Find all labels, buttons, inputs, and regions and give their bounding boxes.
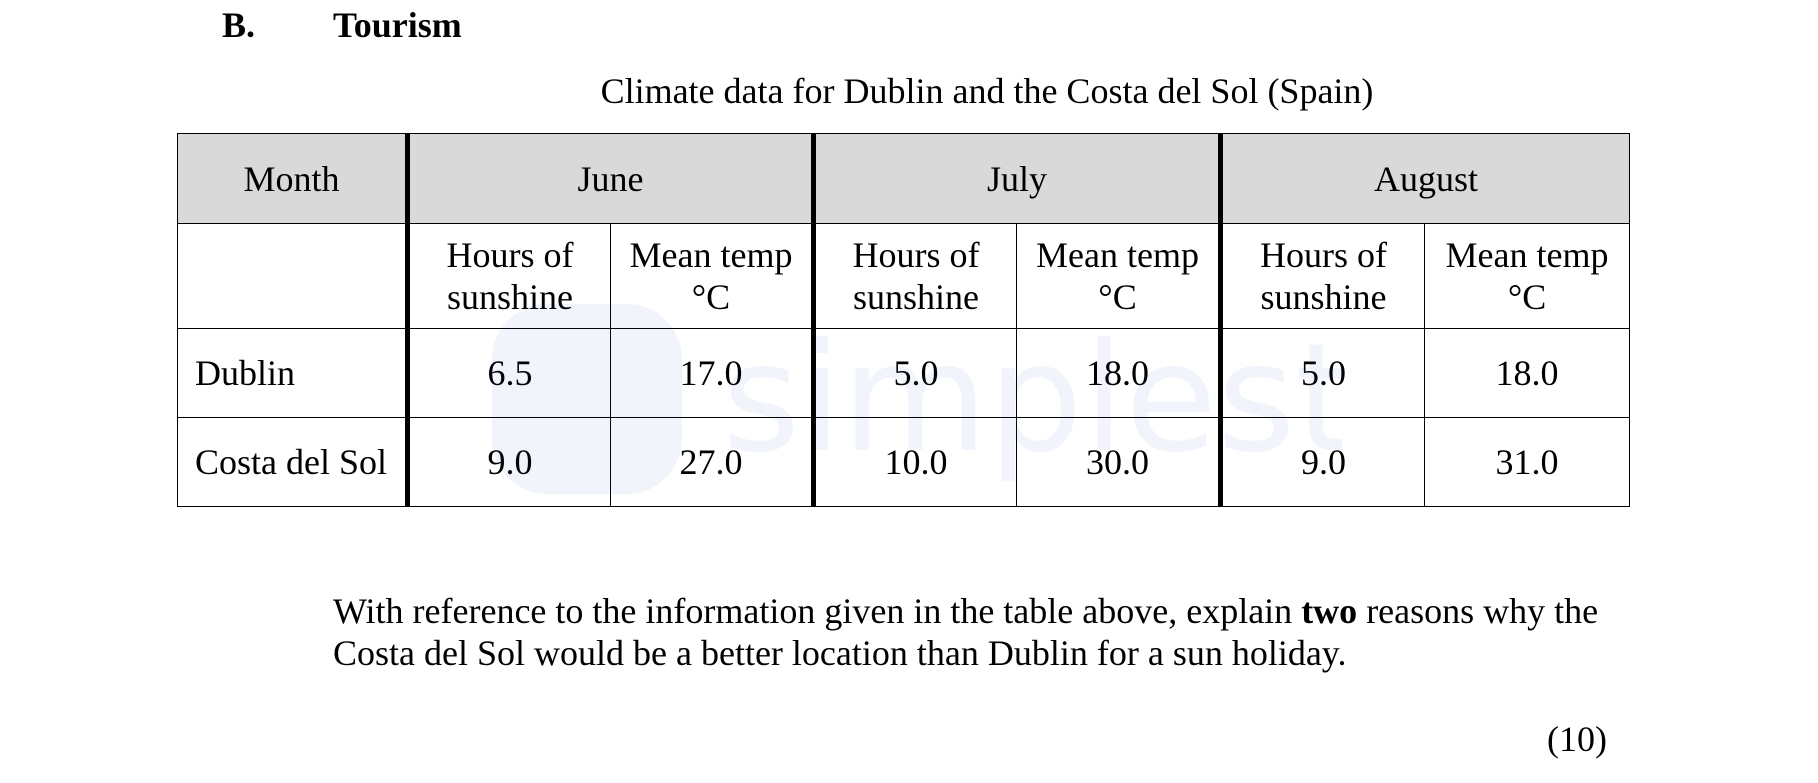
temp-header-line2: °C (1507, 277, 1547, 317)
august-sunshine-header: Hours of sunshine (1218, 223, 1426, 329)
row-label-dublin: Dublin (177, 328, 408, 418)
costa-august-sunshine: 9.0 (1218, 417, 1426, 507)
july-temp-header: Mean temp °C (1015, 223, 1222, 329)
climate-data-table: Month June July August Hours of sunshine… (177, 133, 1631, 507)
marks-label: (10) (1547, 719, 1607, 759)
dublin-june-sunshine: 6.5 (405, 328, 611, 418)
question-text: With reference to the information given … (333, 590, 1633, 674)
month-header-row: Month June July August (177, 133, 1631, 224)
august-temp-header: Mean temp °C (1424, 223, 1631, 329)
temp-header-line2: °C (1098, 277, 1137, 317)
month-header-august: August (1218, 133, 1631, 224)
costa-august-temp: 31.0 (1424, 417, 1631, 507)
question-part1: With reference to the information given … (333, 591, 1302, 631)
sunshine-header-line2: sunshine (447, 277, 573, 317)
row-label-costa-del-sol: Costa del Sol (177, 417, 408, 507)
table-row: Dublin 6.5 17.0 5.0 18.0 5.0 18.0 (177, 328, 1631, 418)
section-title: Tourism (333, 5, 462, 45)
question-part2: reasons why the Costa del Sol would be a… (333, 591, 1599, 673)
temp-header-line1: Mean temp (1036, 235, 1199, 275)
sunshine-header-line1: Hours of (1260, 235, 1387, 275)
month-header-june: June (405, 133, 814, 224)
month-header-cell: Month (177, 133, 408, 224)
sunshine-header-line1: Hours of (446, 235, 574, 275)
june-temp-header: Mean temp °C (610, 223, 814, 329)
july-sunshine-header: Hours of sunshine (811, 223, 1017, 329)
table-caption: Climate data for Dublin and the Costa de… (600, 71, 1374, 111)
dublin-july-temp: 18.0 (1015, 328, 1222, 418)
dublin-august-temp: 18.0 (1424, 328, 1631, 418)
costa-july-temp: 30.0 (1015, 417, 1222, 507)
question-emphasis: two (1301, 591, 1358, 631)
dublin-july-sunshine: 5.0 (811, 328, 1017, 418)
costa-june-sunshine: 9.0 (405, 417, 611, 507)
dublin-june-temp: 17.0 (610, 328, 814, 418)
sunshine-header-line2: sunshine (1260, 277, 1387, 317)
table-row: Costa del Sol 9.0 27.0 10.0 30.0 9.0 31.… (177, 417, 1631, 507)
measure-header-row: Hours of sunshine Mean temp °C Hours of … (177, 223, 1631, 329)
temp-header-line1: Mean temp (629, 235, 793, 275)
costa-june-temp: 27.0 (610, 417, 814, 507)
month-header-july: July (810, 133, 1222, 224)
empty-corner-cell (177, 223, 408, 329)
costa-july-sunshine: 10.0 (811, 417, 1017, 507)
temp-header-line1: Mean temp (1445, 235, 1609, 275)
sunshine-header-line2: sunshine (853, 277, 979, 317)
dublin-august-sunshine: 5.0 (1218, 328, 1426, 418)
june-sunshine-header: Hours of sunshine (405, 223, 611, 329)
sunshine-header-line1: Hours of (852, 235, 980, 275)
section-label: B. (222, 5, 256, 45)
temp-header-line2: °C (691, 277, 731, 317)
